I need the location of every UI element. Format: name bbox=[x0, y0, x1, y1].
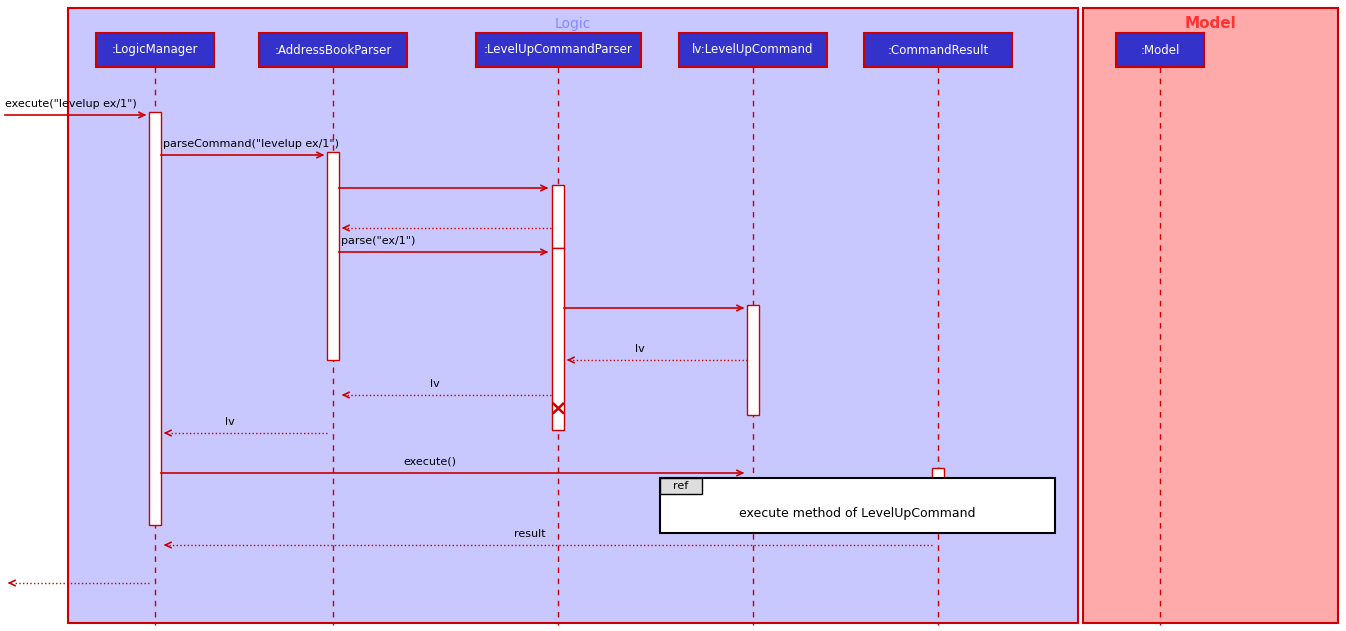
Text: execute("levelup ex/1"): execute("levelup ex/1") bbox=[5, 99, 137, 109]
Text: execute(): execute() bbox=[404, 457, 456, 467]
Text: parse("ex/1"): parse("ex/1") bbox=[341, 236, 416, 246]
Text: ×: × bbox=[549, 398, 567, 418]
Bar bbox=[258, 33, 406, 67]
Text: :LogicManager: :LogicManager bbox=[112, 44, 198, 57]
Bar bbox=[552, 248, 564, 430]
Bar bbox=[475, 33, 641, 67]
Text: result: result bbox=[514, 529, 546, 539]
Bar bbox=[1116, 33, 1205, 67]
Text: Logic: Logic bbox=[555, 17, 591, 31]
Text: :LevelUpCommandParser: :LevelUpCommandParser bbox=[483, 44, 633, 57]
Text: lv:LevelUpCommand: lv:LevelUpCommand bbox=[692, 44, 814, 57]
Bar bbox=[1084, 8, 1338, 623]
Text: lv: lv bbox=[635, 344, 645, 354]
Text: ref: ref bbox=[673, 481, 689, 491]
Bar bbox=[149, 112, 162, 525]
Text: :AddressBookParser: :AddressBookParser bbox=[275, 44, 392, 57]
Text: lv: lv bbox=[225, 417, 234, 427]
Bar bbox=[678, 33, 826, 67]
Text: execute method of LevelUpCommand: execute method of LevelUpCommand bbox=[739, 507, 976, 520]
Bar bbox=[552, 185, 564, 248]
Bar bbox=[327, 152, 339, 360]
Bar bbox=[660, 478, 1055, 533]
Bar bbox=[96, 33, 214, 67]
Text: Model: Model bbox=[1184, 16, 1237, 32]
Bar bbox=[864, 33, 1012, 67]
Bar bbox=[747, 305, 759, 415]
Text: :Model: :Model bbox=[1140, 44, 1179, 57]
Bar bbox=[69, 8, 1078, 623]
Bar bbox=[931, 468, 944, 500]
Text: parseCommand("levelup ex/1"): parseCommand("levelup ex/1") bbox=[163, 139, 339, 149]
Text: lv: lv bbox=[431, 379, 440, 389]
Text: :CommandResult: :CommandResult bbox=[887, 44, 988, 57]
Bar bbox=[660, 478, 703, 494]
